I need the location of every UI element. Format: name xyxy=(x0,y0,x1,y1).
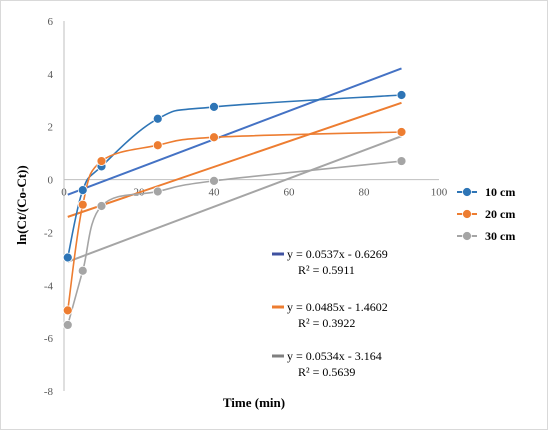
y-tick-label: -8 xyxy=(44,386,54,398)
data-point-30cm xyxy=(62,320,73,330)
data-point-20cm xyxy=(152,140,163,151)
data-point-10cm xyxy=(62,252,73,263)
trendline-10cm xyxy=(67,67,402,196)
y-tick-label: 0 xyxy=(48,175,54,187)
x-tick-label: 100 xyxy=(431,187,448,199)
legend-marker-30cm xyxy=(462,231,472,241)
data-point-20cm xyxy=(209,132,219,143)
legend-label-10cm: 10 cm xyxy=(485,185,515,199)
trendline-r2-30cm: R² = 0.5639 xyxy=(298,365,355,379)
series-line-20cm xyxy=(66,131,402,311)
trendline-20cm xyxy=(67,101,402,218)
y-tick-label: -6 xyxy=(44,333,54,345)
data-point-10cm xyxy=(77,185,88,196)
data-point-30cm xyxy=(96,201,107,211)
axes-layer xyxy=(63,21,439,391)
data-point-20cm xyxy=(96,156,107,166)
legend-marker-20cm xyxy=(462,209,472,219)
trendline-equation-box-30cm: y = 0.0534x - 3.164 R² = 0.5639 xyxy=(272,349,382,379)
y-tick-label: -2 xyxy=(44,227,53,239)
x-tick-label: 80 xyxy=(359,187,371,199)
trendline-30cm xyxy=(67,135,402,263)
x-tick-label: 40 xyxy=(209,187,221,199)
data-point-10cm xyxy=(396,90,407,100)
data-point-20cm xyxy=(396,127,407,137)
legend-marker-10cm xyxy=(462,187,472,197)
trendline-equation-10cm: y = 0.0537x - 0.6269 xyxy=(287,247,388,261)
trendline-layer xyxy=(67,67,402,263)
trendline-equation-20cm: y = 0.0485x - 1.4602 xyxy=(287,300,388,314)
legend: 10 cm 20 cm 30 cm xyxy=(457,185,515,243)
data-point-10cm xyxy=(152,113,163,124)
trendline-r2-10cm: R² = 0.5911 xyxy=(298,263,355,277)
data-point-30cm xyxy=(77,265,88,276)
data-point-20cm xyxy=(62,305,73,316)
trendline-equation-box-20cm: y = 0.0485x - 1.4602 R² = 0.3922 xyxy=(272,300,388,330)
data-point-30cm xyxy=(152,186,163,197)
legend-label-30cm: 30 cm xyxy=(485,229,515,243)
trendline-equation-30cm: y = 0.0534x - 3.164 xyxy=(287,349,382,363)
y-axis-title: ln(Ct/(Co-Ct)) xyxy=(14,165,29,244)
y-tick-label: 4 xyxy=(48,69,54,81)
data-point-30cm xyxy=(396,156,407,166)
trendline-equation-box-10cm: y = 0.0537x - 0.6269 R² = 0.5911 xyxy=(272,247,388,277)
y-tick-label: -4 xyxy=(44,280,54,292)
data-point-20cm xyxy=(77,199,88,210)
curve-layer xyxy=(66,94,402,326)
x-axis-title: Time (min) xyxy=(223,395,285,410)
data-point-10cm xyxy=(209,101,219,112)
x-tick-label: 60 xyxy=(284,187,296,199)
point-layer xyxy=(62,90,407,330)
y-tick-label: 6 xyxy=(48,16,54,28)
trendline-r2-20cm: R² = 0.3922 xyxy=(298,316,355,330)
x-tick-label: 0 xyxy=(61,187,67,199)
legend-label-20cm: 20 cm xyxy=(485,207,515,221)
y-tick-label: 2 xyxy=(48,122,54,134)
data-point-30cm xyxy=(209,175,219,186)
